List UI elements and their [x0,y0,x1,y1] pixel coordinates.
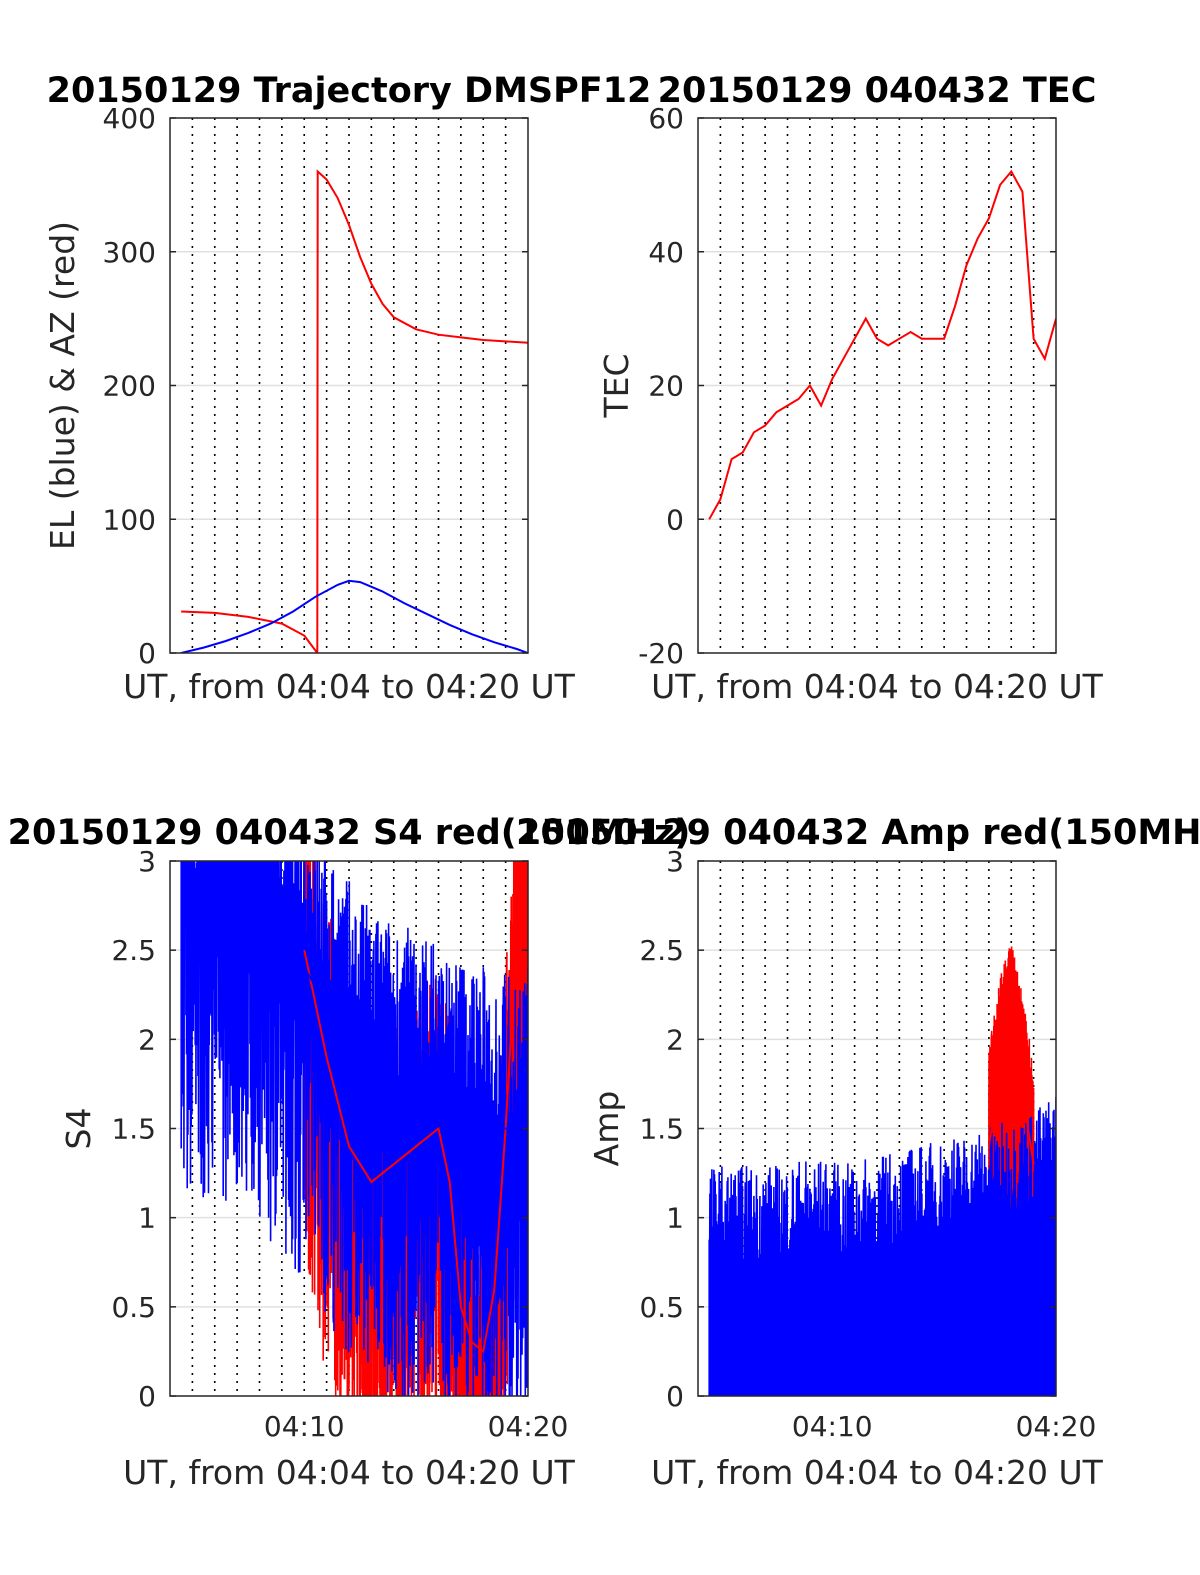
series-line-blue [709,1181,1056,1264]
x-tick-label: 04:20 [488,1410,569,1443]
chart-title: 20150129 040432 Amp red(150MHz) [516,813,1200,853]
series-line-red [181,169,528,653]
y-tick-label: 0 [138,1380,156,1413]
plot-area [708,946,1056,1396]
plot-area [708,169,1056,520]
y-tick-label: 40 [648,236,684,269]
y-tick-label: 2.5 [111,934,156,967]
plot-area [180,169,528,653]
y-tick-label: 0 [666,503,684,536]
x-axis-label: UT, from 04:04 to 04:20 UT [123,667,576,706]
y-tick-label: 200 [103,370,156,403]
y-tick-label: 2.5 [639,934,684,967]
y-tick-label: -20 [638,637,684,670]
y-tick-label: 0 [666,1380,684,1413]
y-tick-label: 0.5 [111,1291,156,1324]
y-tick-label: 2 [666,1023,684,1056]
y-tick-label: 1.5 [639,1113,684,1146]
chart-title: 20150129 Trajectory DMSPF12 [47,71,652,111]
panel-s4: 0 0.5 1 1.5 2 2.5 3 04:10 04:20 UT, from 04:04 to… [8,813,691,1492]
y-axis-label: TEC [597,353,636,418]
chart-title: 20150129 040432 TEC [658,71,1097,111]
y-tick-label: 1.5 [111,1113,156,1146]
y-axis-label: EL (blue) & AZ (red) [43,221,82,550]
y-tick-label: 0 [138,637,156,670]
y-tick-label: 3 [666,845,684,878]
plot-area [180,861,528,1396]
series-line-red [708,169,1056,520]
y-tick-label: 400 [103,102,156,135]
y-tick-label: 1 [666,1202,684,1235]
x-tick-label: 04:10 [264,1410,345,1443]
y-axis-label: Amp [587,1091,626,1167]
y-tick-label: 300 [103,236,156,269]
x-tick-label: 04:10 [792,1410,873,1443]
series-line-blue [181,877,528,1130]
series-texture-blue [708,1096,1056,1396]
series-line-blue [180,579,528,653]
panel-amp: 0 0.5 1 1.5 2 2.5 3 04:10 04:20 UT, from 04:04 to… [516,813,1200,1492]
panel-trajectory: 0 100 200 300 400 UT, from 04:04 to 04:20 UT E… [43,71,651,706]
y-tick-label: 2 [138,1023,156,1056]
x-tick-label: 04:20 [1016,1410,1097,1443]
y-tick-label: 20 [648,370,684,403]
series-line-red [303,896,528,1354]
chart-title: 20150129 040432 S4 red(150MHz) [8,813,691,853]
y-tick-label: 1 [138,1202,156,1235]
y-tick-label: 3 [138,845,156,878]
y-tick-label: 100 [103,503,156,536]
x-axis-label: UT, from 04:04 to 04:20 UT [651,1453,1104,1492]
y-axis-label: S4 [59,1108,98,1150]
y-tick-label: 0.5 [639,1291,684,1324]
x-axis-label: UT, from 04:04 to 04:20 UT [123,1453,576,1492]
y-tick-label: 60 [648,102,684,135]
x-axis-label: UT, from 04:04 to 04:20 UT [651,667,1104,706]
series-line-red [987,1035,1035,1165]
series-texture-blue [180,861,528,1396]
panel-tec: -20 0 20 40 60 UT, from 04:04 to 04:20 UT TEC 2… [597,71,1104,706]
